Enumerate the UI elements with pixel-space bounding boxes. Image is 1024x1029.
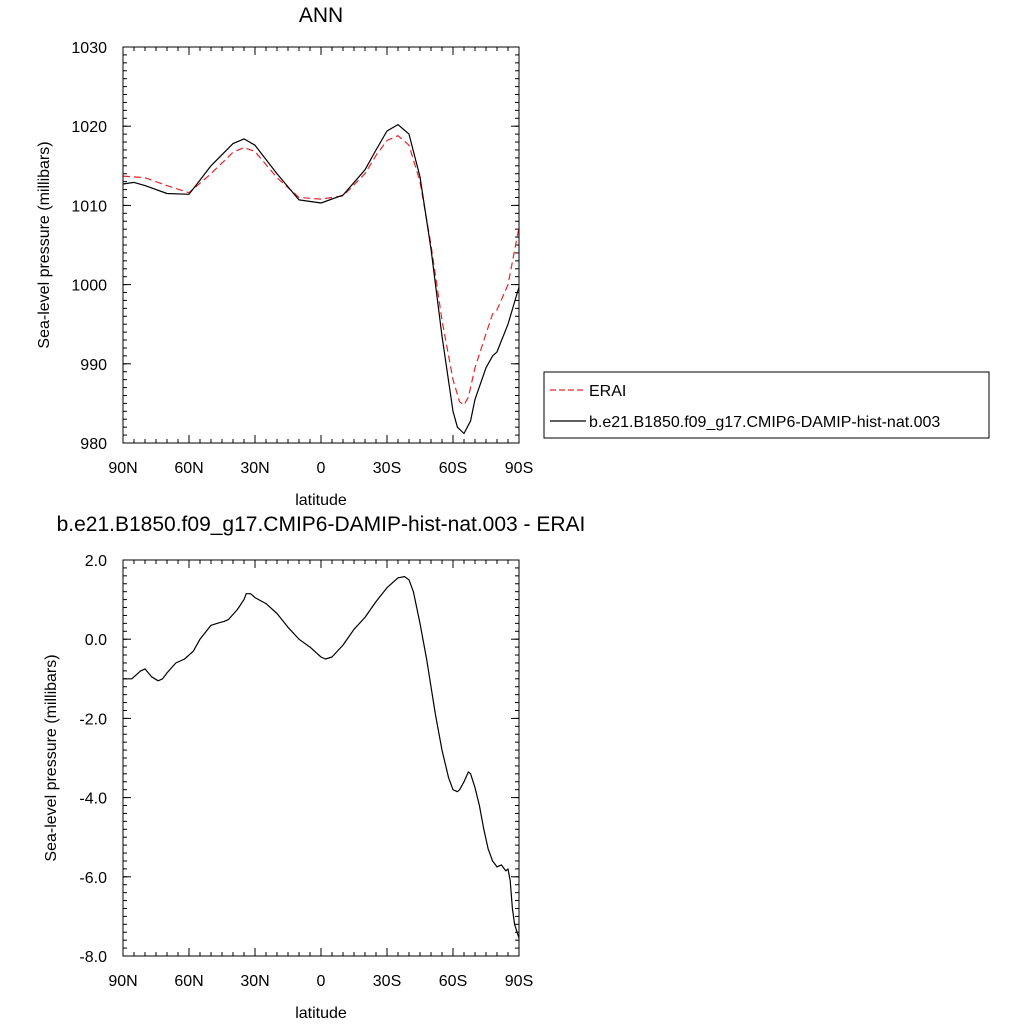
y-tick-label: -4.0 — [79, 791, 107, 808]
x-tick-label: 30S — [373, 973, 401, 990]
axis-ticks — [122, 559, 520, 957]
panel-title: ANN — [299, 4, 343, 27]
y-tick-labels: 980 990 1000 1010 1020 1030 — [71, 40, 107, 453]
plot-frame — [122, 559, 520, 957]
x-tick-label: 30S — [373, 460, 401, 477]
x-tick-label: 90N — [108, 460, 137, 477]
legend: ERAI b.e21.B1850.f09_g17.CMIP6-DAMIP-his… — [543, 371, 990, 439]
series-group — [122, 123, 520, 435]
y-tick-label: 1000 — [71, 278, 107, 295]
legend-label-erai: ERAI — [589, 383, 626, 400]
y-tick-label: -8.0 — [79, 949, 107, 966]
panel-ann: ANN 90N 60N 30N 0 30S 60S 90S 980 990 1000 1010 10… — [36, 4, 533, 509]
y-tick-label: 1030 — [71, 40, 107, 57]
y-tick-label: -2.0 — [79, 711, 107, 728]
y-tick-label: 2.0 — [85, 553, 107, 570]
x-tick-label: 0 — [317, 460, 326, 477]
series-line-model — [123, 575, 520, 939]
series-line-model — [122, 123, 520, 435]
plot-frame — [122, 46, 520, 444]
y-tick-label: 1010 — [71, 198, 107, 215]
y-tick-label: 1020 — [71, 119, 107, 136]
series-group — [123, 575, 520, 939]
y-tick-label: 980 — [80, 436, 107, 453]
panel-title: b.e21.B1850.f09_g17.CMIP6-DAMIP-hist-nat… — [57, 513, 586, 536]
y-tick-label: -6.0 — [79, 870, 107, 887]
legend-label-model: b.e21.B1850.f09_g17.CMIP6-DAMIP-hist-nat… — [589, 414, 940, 431]
legend-box — [543, 371, 990, 439]
x-tick-label: 30N — [240, 460, 269, 477]
axis-ticks — [122, 46, 520, 444]
x-tick-label: 90N — [108, 973, 137, 990]
x-tick-label: 60S — [439, 973, 467, 990]
x-tick-label: 0 — [317, 973, 326, 990]
y-axis-label: Sea-level pressure (millibars) — [43, 654, 60, 861]
y-tick-label: 990 — [80, 357, 107, 374]
x-tick-labels: 90N 60N 30N 0 30S 60S 90S — [108, 973, 533, 990]
x-tick-label: 90S — [505, 973, 533, 990]
y-axis-label: Sea-level pressure (millibars) — [36, 141, 53, 348]
series-line-erai — [122, 135, 520, 406]
y-tick-labels: -8.0 -6.0 -4.0 -2.0 0.0 2.0 — [79, 553, 107, 966]
x-tick-label: 90S — [505, 460, 533, 477]
x-tick-label: 30N — [240, 973, 269, 990]
x-axis-label: latitude — [295, 1005, 347, 1022]
panel-difference: b.e21.B1850.f09_g17.CMIP6-DAMIP-hist-nat… — [43, 513, 585, 1022]
x-tick-labels: 90N 60N 30N 0 30S 60S 90S — [108, 460, 533, 477]
x-tick-label: 60N — [174, 973, 203, 990]
y-tick-label: 0.0 — [85, 632, 107, 649]
x-tick-label: 60N — [174, 460, 203, 477]
x-tick-label: 60S — [439, 460, 467, 477]
x-axis-label: latitude — [295, 492, 347, 509]
